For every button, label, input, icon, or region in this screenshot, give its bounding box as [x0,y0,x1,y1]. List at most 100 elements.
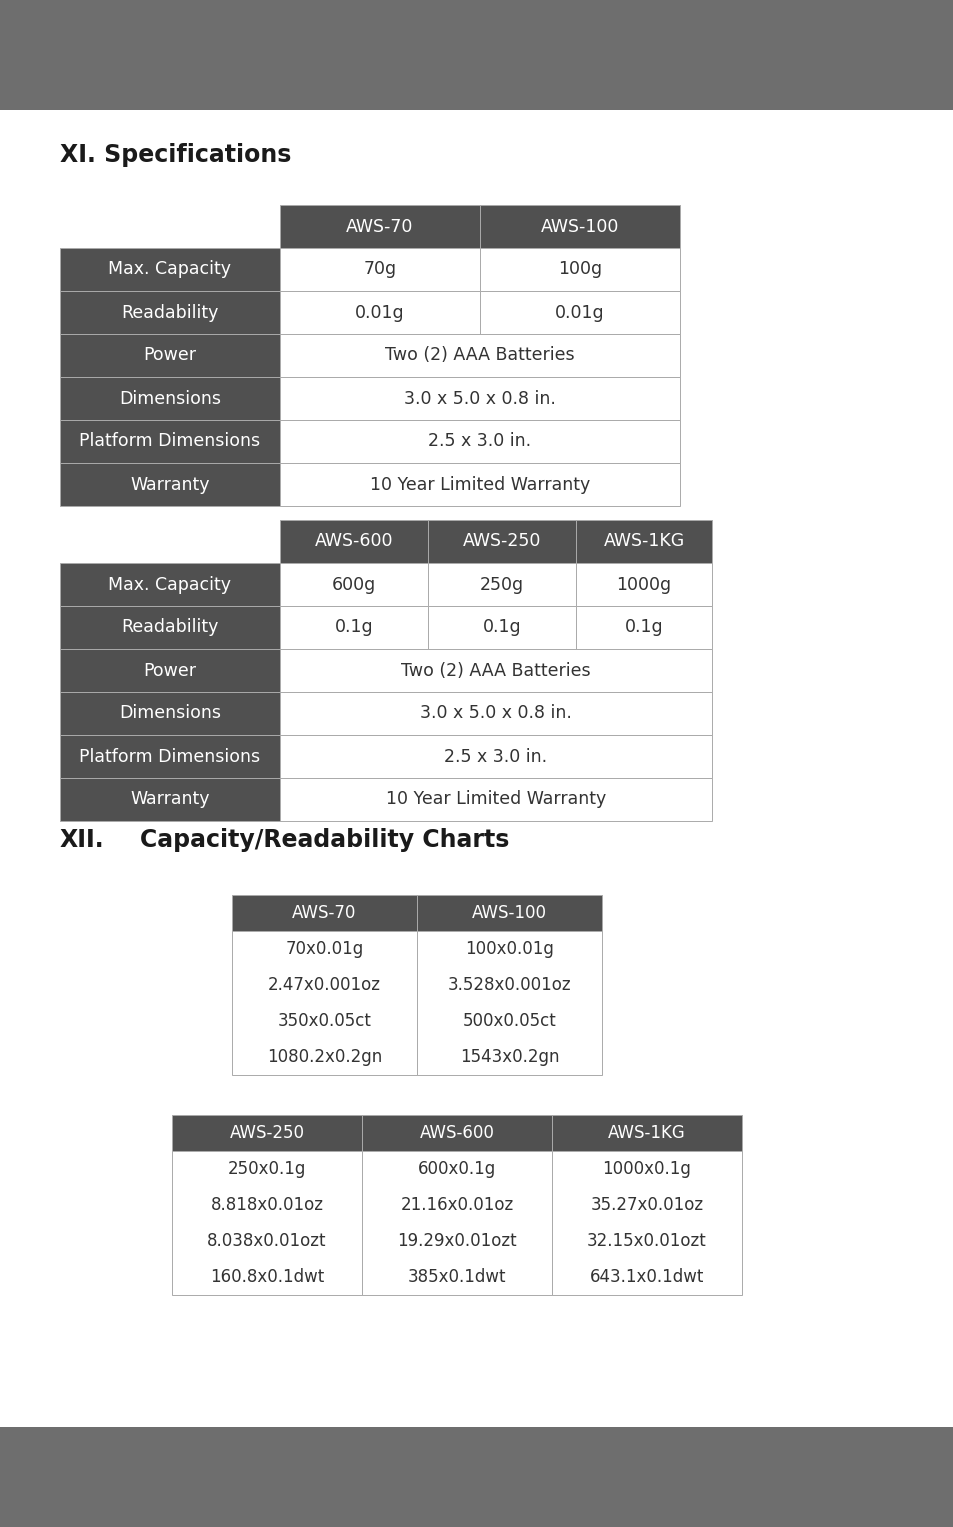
Bar [280,606,428,649]
Bar [479,247,679,292]
Bar [60,463,280,505]
Bar [60,377,280,420]
Bar [60,292,280,334]
Text: 3.528x0.001oz: 3.528x0.001oz [447,976,571,994]
Bar [280,649,711,692]
Text: 385x0.1dwt: 385x0.1dwt [407,1267,506,1286]
Text: Warranty: Warranty [131,791,210,808]
Bar [576,563,711,606]
Text: 10 Year Limited Warranty: 10 Year Limited Warranty [370,475,590,493]
Text: Dimensions: Dimensions [119,704,221,722]
Text: AWS-250: AWS-250 [462,533,540,551]
Text: 600g: 600g [332,576,375,594]
Text: 1000x0.1g: 1000x0.1g [602,1161,691,1177]
Bar [280,734,711,777]
Text: 2.5 x 3.0 in.: 2.5 x 3.0 in. [444,748,547,765]
Text: Capacity/Readability Charts: Capacity/Readability Charts [140,828,509,852]
Bar [280,420,679,463]
Text: AWS-250: AWS-250 [230,1124,304,1142]
Text: AWS-1KG: AWS-1KG [607,1124,685,1142]
Bar [479,205,679,247]
Text: Platform Dimensions: Platform Dimensions [79,432,260,450]
Bar [60,734,280,777]
Text: Dimensions: Dimensions [119,389,221,408]
Bar [280,777,711,822]
Text: 10 Year Limited Warranty: 10 Year Limited Warranty [385,791,605,808]
Text: AWS-1KG: AWS-1KG [602,533,684,551]
Text: 600x0.1g: 600x0.1g [417,1161,496,1177]
Text: XII.: XII. [60,828,105,852]
Text: 0.01g: 0.01g [555,304,604,322]
Text: 35.27x0.01oz: 35.27x0.01oz [590,1196,702,1214]
Text: Two (2) AAA Batteries: Two (2) AAA Batteries [385,347,575,365]
Text: Two (2) AAA Batteries: Two (2) AAA Batteries [401,661,590,680]
Text: 250x0.1g: 250x0.1g [228,1161,306,1177]
Text: 1000g: 1000g [616,576,671,594]
Text: 70x0.01g: 70x0.01g [285,941,363,957]
Text: 19.29x0.01ozt: 19.29x0.01ozt [396,1232,517,1251]
Text: Max. Capacity: Max. Capacity [109,261,232,278]
Text: 100g: 100g [558,261,601,278]
Text: 0.1g: 0.1g [482,618,520,637]
Bar [280,463,679,505]
Text: AWS-600: AWS-600 [314,533,393,551]
Text: Power: Power [143,661,196,680]
Bar [280,205,479,247]
Text: Max. Capacity: Max. Capacity [109,576,232,594]
Bar [576,521,711,563]
Text: 0.1g: 0.1g [624,618,662,637]
Text: 500x0.05ct: 500x0.05ct [462,1012,556,1031]
Bar [280,563,428,606]
Text: Readability: Readability [121,304,218,322]
Bar [60,334,280,377]
Bar [60,606,280,649]
Text: 0.1g: 0.1g [335,618,373,637]
Bar [361,1151,552,1295]
Text: AWS-100: AWS-100 [540,217,618,235]
Text: Platform Dimensions: Platform Dimensions [79,748,260,765]
Bar [60,420,280,463]
Bar [416,895,601,931]
Text: 8.038x0.01ozt: 8.038x0.01ozt [207,1232,327,1251]
Bar [280,334,679,377]
Bar [479,292,679,334]
Text: 2.5 x 3.0 in.: 2.5 x 3.0 in. [428,432,531,450]
Text: 21.16x0.01oz: 21.16x0.01oz [400,1196,513,1214]
Bar [280,292,479,334]
Text: 8.818x0.01oz: 8.818x0.01oz [211,1196,323,1214]
Bar [60,649,280,692]
Bar [576,606,711,649]
Bar [416,931,601,1075]
Bar [428,563,576,606]
Bar [60,692,280,734]
Bar [361,1115,552,1151]
Bar [172,1151,361,1295]
Bar [280,521,428,563]
Bar [280,377,679,420]
Text: AWS-600: AWS-600 [419,1124,494,1142]
Text: 1080.2x0.2gn: 1080.2x0.2gn [267,1048,382,1066]
Text: 643.1x0.1dwt: 643.1x0.1dwt [589,1267,703,1286]
Text: Warranty: Warranty [131,475,210,493]
Bar [232,895,416,931]
Bar [60,777,280,822]
Bar [428,606,576,649]
Bar [60,247,280,292]
Text: 350x0.05ct: 350x0.05ct [277,1012,371,1031]
Bar [60,563,280,606]
Text: 1543x0.2gn: 1543x0.2gn [459,1048,558,1066]
Text: XI. Specifications: XI. Specifications [60,144,291,166]
Text: 160.8x0.1dwt: 160.8x0.1dwt [210,1267,324,1286]
Bar [172,1115,361,1151]
Bar [0,110,953,1428]
Bar [552,1115,741,1151]
Text: AWS-70: AWS-70 [292,904,356,922]
Text: 3.0 x 5.0 x 0.8 in.: 3.0 x 5.0 x 0.8 in. [404,389,556,408]
Text: 32.15x0.01ozt: 32.15x0.01ozt [586,1232,706,1251]
Text: AWS-100: AWS-100 [472,904,546,922]
Text: 250g: 250g [479,576,523,594]
Bar [552,1151,741,1295]
Bar [280,692,711,734]
Text: Readability: Readability [121,618,218,637]
Text: 70g: 70g [363,261,396,278]
